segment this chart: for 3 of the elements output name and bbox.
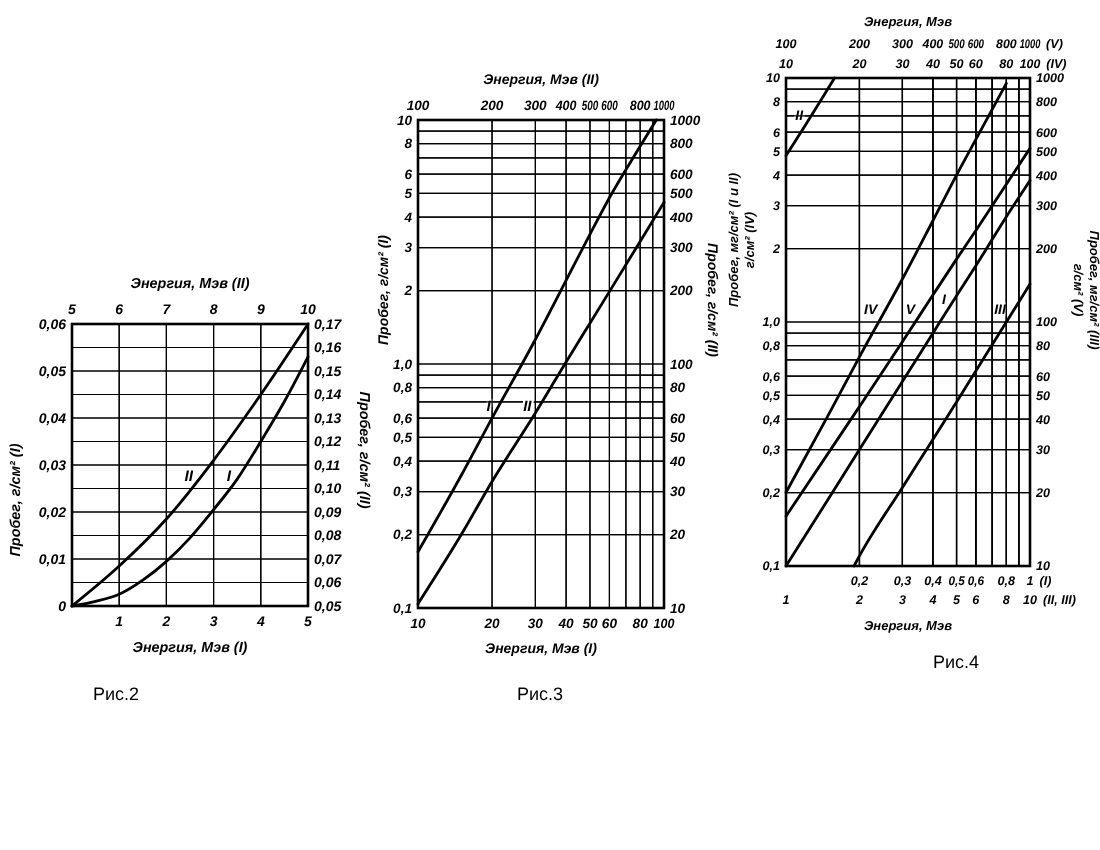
text: Рис.2 bbox=[92, 684, 140, 704]
text: Рис.3 bbox=[516, 684, 564, 704]
text: Рис.4 bbox=[932, 652, 980, 672]
